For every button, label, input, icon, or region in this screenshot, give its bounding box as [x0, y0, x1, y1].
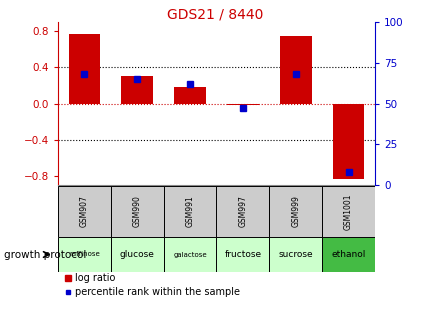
- Text: GSM999: GSM999: [291, 196, 300, 228]
- Bar: [332, 104, 364, 179]
- Bar: [163, 186, 216, 237]
- Bar: [227, 104, 258, 105]
- Bar: [216, 237, 269, 272]
- Text: GSM997: GSM997: [238, 196, 247, 228]
- Bar: [279, 37, 311, 104]
- Text: GSM1001: GSM1001: [343, 193, 352, 230]
- Bar: [58, 237, 111, 272]
- Bar: [174, 87, 206, 104]
- Bar: [111, 237, 163, 272]
- Text: GSM907: GSM907: [80, 196, 89, 228]
- Text: GSM990: GSM990: [132, 196, 141, 228]
- Text: GSM991: GSM991: [185, 196, 194, 227]
- Bar: [163, 237, 216, 272]
- Text: log ratio: log ratio: [75, 273, 115, 283]
- Text: percentile rank within the sample: percentile rank within the sample: [75, 287, 240, 297]
- Bar: [269, 237, 321, 272]
- Bar: [121, 76, 153, 104]
- Text: GDS21 / 8440: GDS21 / 8440: [167, 8, 263, 22]
- Text: galactose: galactose: [173, 251, 206, 257]
- Text: raffinose: raffinose: [69, 251, 100, 257]
- Bar: [111, 186, 163, 237]
- Text: fructose: fructose: [224, 250, 261, 259]
- Bar: [321, 186, 374, 237]
- Text: glucose: glucose: [120, 250, 154, 259]
- Bar: [269, 186, 321, 237]
- Bar: [321, 237, 374, 272]
- Text: sucrose: sucrose: [278, 250, 312, 259]
- Bar: [216, 186, 269, 237]
- Text: ethanol: ethanol: [331, 250, 365, 259]
- Text: growth protocol: growth protocol: [4, 250, 86, 260]
- Bar: [68, 34, 100, 104]
- Bar: [58, 186, 111, 237]
